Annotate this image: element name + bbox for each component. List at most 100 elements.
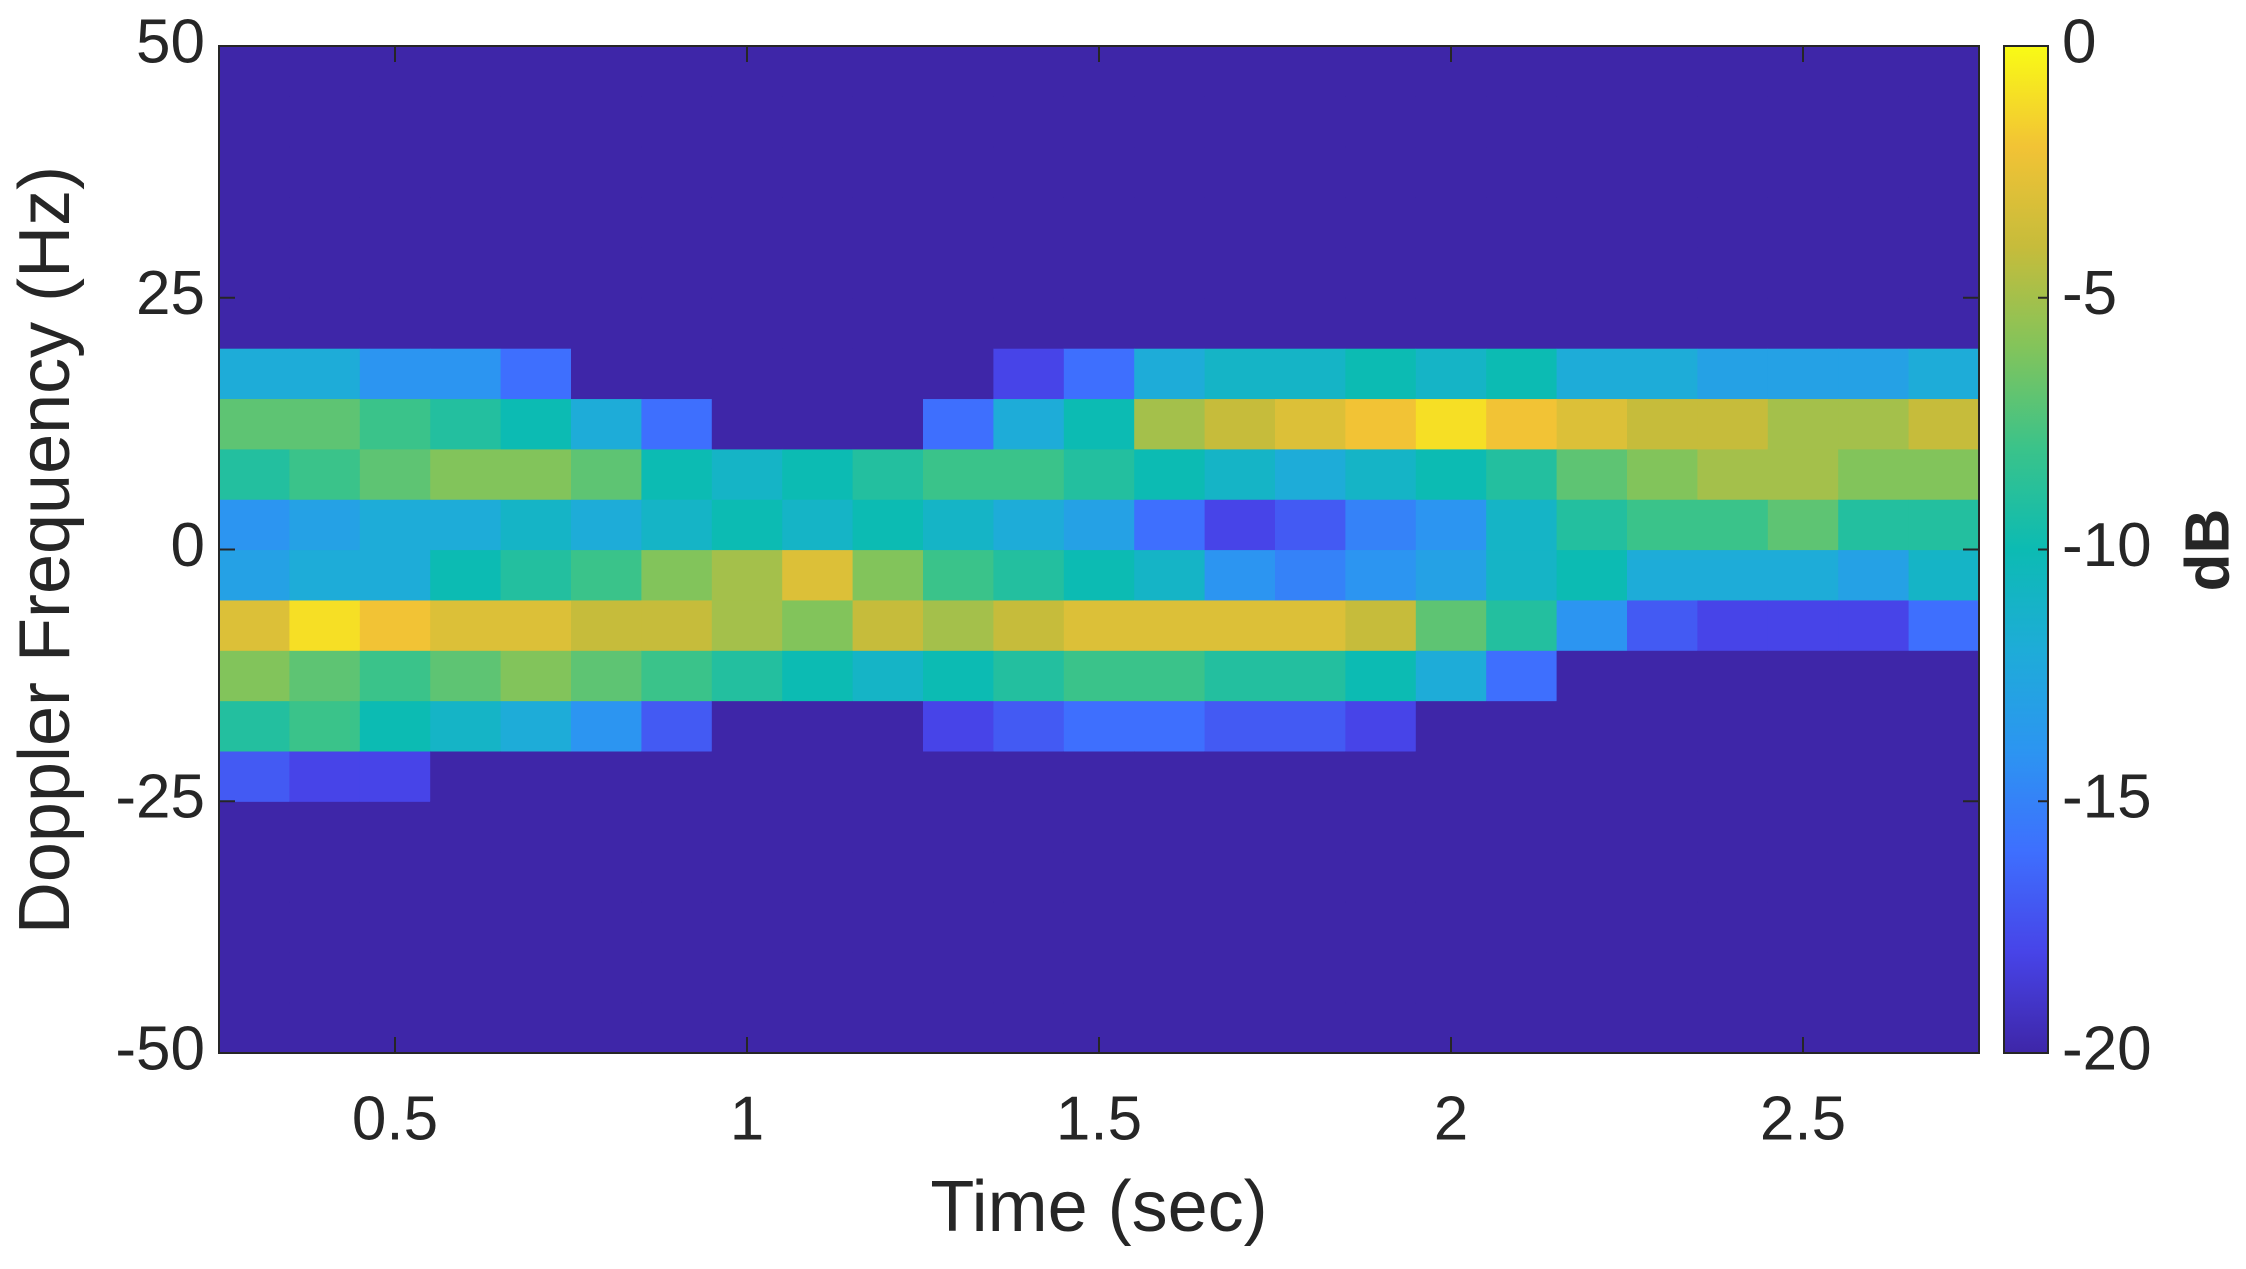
heatmap-cell [641,46,713,97]
heatmap-cell [219,499,290,551]
heatmap-cell [1134,448,1206,500]
heatmap-cell [782,700,854,752]
heatmap-cell [359,499,431,551]
heatmap-cell [1415,197,1487,248]
heatmap-cell [500,46,572,97]
heatmap-cell [923,1002,994,1054]
heatmap-cell [1627,650,1698,702]
heatmap-cell [711,499,783,551]
heatmap-cell [430,398,502,450]
heatmap-cell [852,297,924,349]
heatmap-cell [1063,146,1135,198]
heatmap-cell [782,46,854,97]
heatmap-cell [1697,952,1769,1004]
heatmap-cell [1345,247,1417,299]
heatmap-cell [1063,549,1135,601]
heatmap-cell [1838,650,1910,702]
heatmap-cell [1908,700,1980,752]
heatmap-cell [923,700,994,752]
heatmap-cell [641,348,713,400]
heatmap-cell [1627,348,1698,400]
heatmap-cell [1697,448,1769,500]
heatmap-cell [1908,901,1980,953]
heatmap-cell [1345,650,1417,702]
heatmap-cell [852,448,924,500]
heatmap-cell [1767,851,1839,903]
heatmap-cell [1556,46,1628,97]
heatmap-cell [1063,348,1135,400]
heatmap-cell [993,96,1065,148]
heatmap-cell [571,247,642,299]
heatmap-cell [359,146,431,198]
heatmap-cell [852,348,924,400]
heatmap-cell [1838,499,1910,551]
heatmap-cell [500,1002,572,1054]
heatmap-cell [1063,650,1135,702]
heatmap-cell [430,96,502,148]
heatmap-cell [993,851,1065,903]
heatmap-cell [1627,247,1698,299]
heatmap-cell [782,247,854,299]
heatmap-cell [571,851,642,903]
heatmap-cell [1697,1002,1769,1054]
heatmap-cell [359,348,431,400]
heatmap-cell [1556,851,1628,903]
heatmap-cell [1556,549,1628,601]
heatmap-cell [852,599,924,651]
heatmap-cell [1908,448,1980,500]
heatmap-cell [1838,448,1910,500]
heatmap-cell [1908,197,1980,248]
heatmap-cell [1767,901,1839,953]
heatmap-cell [359,398,431,450]
heatmap-cell [1838,46,1910,97]
heatmap-cell [1345,499,1417,551]
heatmap-cell [641,146,713,198]
heatmap-cell [1697,549,1769,601]
heatmap-cell [1697,398,1769,450]
heatmap-cell [1697,348,1769,400]
heatmap-cell [641,700,713,752]
heatmap-cell [1697,96,1769,148]
heatmap-cell [500,398,572,450]
y-tick-label: -50 [115,1014,205,1083]
heatmap-cell [1697,901,1769,953]
heatmap-cell [1767,549,1839,601]
heatmap-cell [219,599,290,651]
heatmap-cell [1275,348,1346,400]
heatmap-cell [1275,96,1346,148]
heatmap-cell [500,499,572,551]
heatmap-cell [1134,549,1206,601]
heatmap-cell [1063,952,1135,1004]
heatmap-cell [430,901,502,953]
heatmap-cell [852,750,924,802]
colorbar-tick-label: -10 [2062,511,2152,580]
heatmap-cell [1838,700,1910,752]
heatmap-cell [1838,247,1910,299]
heatmap-cell [1486,146,1558,198]
heatmap-cell [500,197,572,248]
heatmap-cell [782,197,854,248]
heatmap-cell [1486,398,1558,450]
heatmap-cell [1908,398,1980,450]
heatmap-cell [571,197,642,248]
heatmap-cell [430,297,502,349]
y-tick-label: 50 [136,7,205,76]
heatmap-cell [1767,398,1839,450]
heatmap-cell [852,499,924,551]
heatmap-cell [1063,750,1135,802]
heatmap-cell [1908,96,1980,148]
heatmap-cell [1486,46,1558,97]
heatmap-cell [1908,952,1980,1004]
heatmap-cell [1415,448,1487,500]
heatmap-cell [289,46,361,97]
heatmap-cell [571,499,642,551]
heatmap-cell [1204,901,1276,953]
heatmap-cell [1275,146,1346,198]
heatmap-cell [641,750,713,802]
heatmap-cell [500,750,572,802]
heatmap-cell [1627,750,1698,802]
heatmap-cell [711,750,783,802]
heatmap-cell [1697,750,1769,802]
heatmap-cell [500,146,572,198]
heatmap-cell [359,549,431,601]
